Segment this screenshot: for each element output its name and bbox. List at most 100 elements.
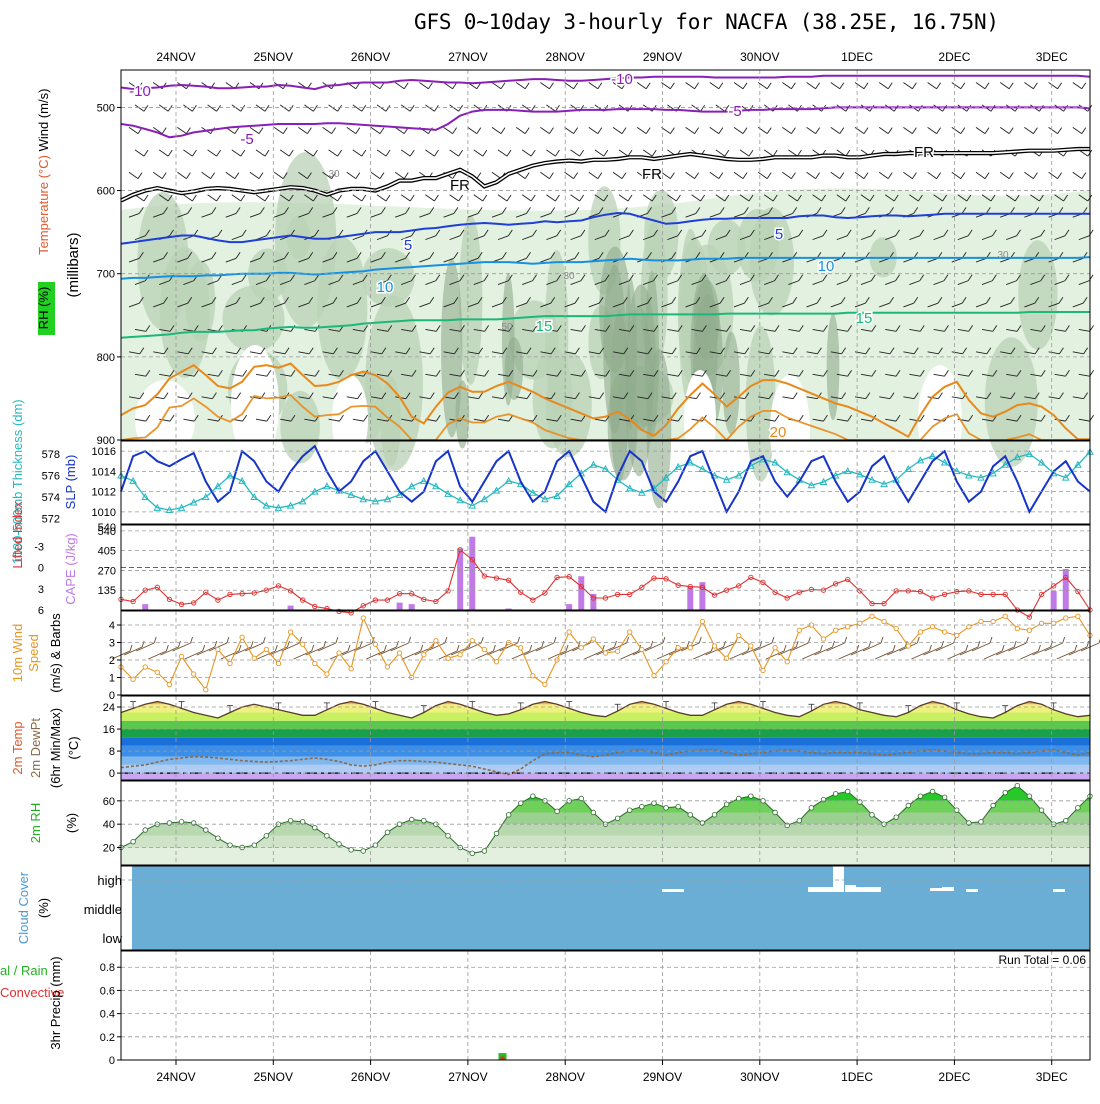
wind-barb-flag xyxy=(599,347,605,355)
wind-barb xyxy=(927,82,937,90)
wind-barb-flag xyxy=(452,172,457,179)
wind-barb xyxy=(975,171,986,179)
wind10-barb xyxy=(1032,646,1051,656)
wind-barb xyxy=(739,235,751,241)
wind-barb xyxy=(1006,280,1017,285)
x-tick-label-bottom: 24NOV xyxy=(156,1070,195,1084)
wind-barb-flag xyxy=(549,127,554,134)
wind-barb-flag xyxy=(356,296,362,304)
wind-barb xyxy=(594,235,606,241)
wind-barb xyxy=(419,257,430,263)
wind-barb xyxy=(177,171,187,179)
wind-barb xyxy=(207,280,219,285)
wind-barb xyxy=(249,171,260,179)
wind-barb-flag xyxy=(942,194,947,202)
wind10-barb xyxy=(838,650,857,660)
wind-barb xyxy=(425,373,437,377)
wind-barb xyxy=(764,280,775,285)
y-tick-label: 0 xyxy=(109,1055,115,1067)
wind-barb xyxy=(497,194,508,202)
wind-barb-flag xyxy=(526,347,532,355)
wind-barb-flag xyxy=(216,104,221,112)
wind10-barb-flag xyxy=(274,644,278,652)
wind-barb xyxy=(279,194,290,202)
wind-barb xyxy=(449,104,459,112)
wind-barb xyxy=(183,418,195,422)
y-tick-label: 4 xyxy=(109,620,115,632)
wind-barb-flag xyxy=(604,274,610,282)
wind-barb xyxy=(957,194,968,202)
wind-barb-flag xyxy=(387,369,393,377)
wind-barb xyxy=(739,328,751,332)
cloud-gap xyxy=(1053,889,1065,892)
wind-barb-flag xyxy=(944,369,949,377)
wind-barb-flag xyxy=(670,172,675,179)
wind-barb xyxy=(231,235,243,241)
wind-barb-flag xyxy=(597,82,603,90)
y-tick-label: 0.2 xyxy=(100,1032,115,1044)
wind-barb-flag xyxy=(212,347,217,355)
wind-barb-flag xyxy=(387,414,393,422)
wind-barb xyxy=(159,373,171,377)
wind-barb-flag xyxy=(938,392,943,399)
wind-barb xyxy=(685,351,697,355)
wind-barb-flag xyxy=(695,207,701,214)
wind-barb xyxy=(298,171,308,179)
wind-barb-flag xyxy=(381,347,387,355)
contour-label: FR xyxy=(450,177,470,194)
wind-barb xyxy=(884,194,895,202)
wind-barb xyxy=(830,351,842,355)
wind-barb-flag xyxy=(284,296,289,304)
wind-barb xyxy=(540,171,550,179)
wind-barb xyxy=(1006,418,1018,422)
wind-barb xyxy=(661,212,672,218)
wind-barb xyxy=(346,302,358,308)
lifted-point xyxy=(505,577,512,583)
wind-barb xyxy=(951,257,963,263)
wind-barb xyxy=(497,280,509,285)
cloud-gap xyxy=(662,889,684,892)
wind-barb xyxy=(134,194,145,202)
rh2m-frame xyxy=(120,780,1091,866)
wind-barb-flag xyxy=(798,325,804,332)
cape-tick-label: 405 xyxy=(98,546,116,558)
wind10-point xyxy=(1038,620,1045,626)
wind10-barb xyxy=(245,642,264,652)
wind-barb-flag xyxy=(284,347,290,355)
rh-axis-label: RH (%) xyxy=(36,287,51,330)
wind-barb xyxy=(836,235,848,241)
wind-barb xyxy=(376,418,388,422)
upper-air-frame xyxy=(120,69,1091,441)
wind-barb-flag xyxy=(647,207,652,214)
wind-barb-flag xyxy=(1010,207,1015,214)
wind-barb-flag xyxy=(671,347,677,355)
y-tick-label: 0.6 xyxy=(100,985,115,997)
y-tick-label: 24 xyxy=(103,702,115,714)
rh2m-point xyxy=(748,793,754,799)
wind-barb xyxy=(280,328,292,332)
wind-barb xyxy=(522,373,534,377)
thickness-point xyxy=(916,456,925,464)
wind-barb-flag xyxy=(937,296,943,304)
wind-barb xyxy=(1024,257,1035,263)
wind-barb xyxy=(328,418,340,422)
wind10-barb-flag xyxy=(1062,636,1066,644)
wind-barb xyxy=(394,171,405,179)
cloud-tick-label: middle xyxy=(84,902,122,917)
wind-barb-flag xyxy=(1016,325,1022,332)
cape-bar xyxy=(1062,568,1069,610)
wind-barb-flag xyxy=(502,392,508,399)
wind-barb-flag xyxy=(629,325,635,332)
wind-barb xyxy=(764,328,776,332)
wind-barb xyxy=(1048,302,1060,308)
thickness-point xyxy=(262,501,271,509)
wind-barb xyxy=(231,280,243,285)
wind-barb xyxy=(1054,373,1066,377)
wind10-barb-flag xyxy=(1025,636,1029,644)
wind-barb xyxy=(274,302,285,308)
wind-barb xyxy=(643,373,655,377)
wind10-barb xyxy=(184,650,203,660)
rh-blob xyxy=(317,237,368,381)
thickness-point xyxy=(989,469,997,477)
wind-barb-flag xyxy=(266,414,272,422)
